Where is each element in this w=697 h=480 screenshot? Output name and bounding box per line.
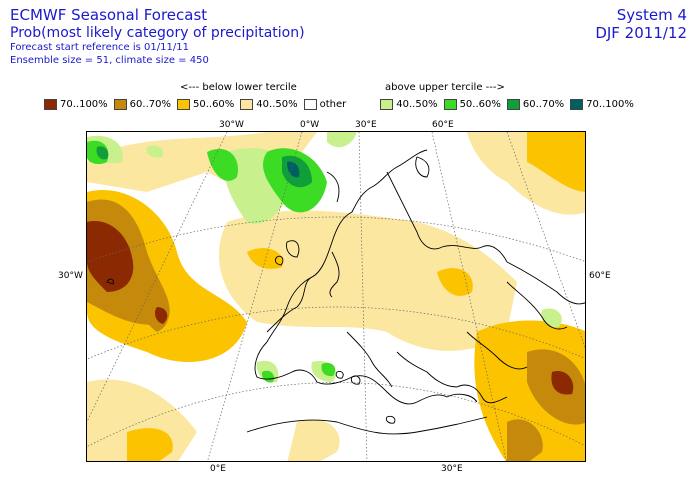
legend-item-below-70-100: 70..100%	[44, 99, 108, 110]
legend-item-below-40-50: 40..50%	[240, 99, 298, 110]
legend-item-above-40-50: 40..50%	[380, 99, 438, 110]
legend-label: 60..70%	[129, 99, 171, 110]
legend-item-above-70-100: 70..100%	[570, 99, 634, 110]
legend-label: 70..100%	[586, 99, 634, 110]
ensemble-size: Ensemble size = 51, climate size = 450	[10, 55, 209, 66]
lon-label-top-30e: 30°E	[355, 120, 377, 130]
color-legend: 70..100% 60..70% 50..60% 40..50% other 4…	[44, 99, 640, 110]
period-label: DJF 2011/12	[595, 24, 687, 42]
legend-item-other: other	[303, 99, 347, 110]
lon-label-top-30w: 30°W	[219, 120, 244, 130]
legend-label: 50..60%	[459, 99, 501, 110]
legend-swatch	[303, 99, 317, 110]
forecast-start-reference: Forecast start reference is 01/11/11	[10, 42, 189, 53]
lat-label-left: 30°W	[58, 271, 83, 281]
legend-swatch	[240, 99, 254, 110]
chart-subtitle: Prob(most likely category of precipitati…	[10, 25, 305, 41]
system-label: System 4	[616, 6, 687, 24]
coastlines	[106, 149, 585, 435]
legend-swatch	[176, 99, 190, 110]
legend-item-below-50-60: 50..60%	[176, 99, 235, 110]
legend-label: 40..50%	[256, 99, 298, 110]
chart-title: ECMWF Seasonal Forecast	[10, 6, 208, 24]
legend-label: 50..60%	[192, 99, 235, 110]
map-canvas	[87, 132, 585, 461]
legend-swatch	[44, 99, 57, 110]
header-left: ECMWF Seasonal Forecast Prob(most likely…	[10, 8, 305, 66]
region-below-40-50	[87, 132, 585, 461]
legend-label: 60..70%	[522, 99, 565, 110]
lon-label-bottom-30e: 30°E	[441, 464, 463, 474]
header-right: System 4 DJF 2011/12	[595, 8, 687, 44]
below-tercile-label: <--- below lower tercile	[180, 82, 297, 93]
legend-label: other	[319, 99, 347, 110]
legend-item-above-50-60: 50..60%	[443, 99, 501, 110]
legend-label: 70..100%	[60, 99, 108, 110]
legend-item-above-60-70: 60..70%	[506, 99, 565, 110]
region-below-70-100	[87, 221, 574, 395]
legend-swatch	[570, 99, 584, 110]
lon-label-top-0w: 0°W	[300, 120, 320, 130]
legend-swatch	[443, 99, 457, 110]
legend-item-below-60-70: 60..70%	[113, 99, 171, 110]
legend-swatch	[380, 99, 394, 110]
lon-label-top-60e: 60°E	[432, 120, 454, 130]
legend-swatch	[506, 99, 520, 110]
legend-label: 40..50%	[396, 99, 438, 110]
legend-swatch	[113, 99, 127, 110]
lat-label-right: 60°E	[589, 271, 611, 281]
above-tercile-label: above upper tercile --->	[385, 82, 505, 93]
lon-label-bottom-0e: 0°E	[210, 464, 226, 474]
forecast-map	[86, 131, 586, 462]
